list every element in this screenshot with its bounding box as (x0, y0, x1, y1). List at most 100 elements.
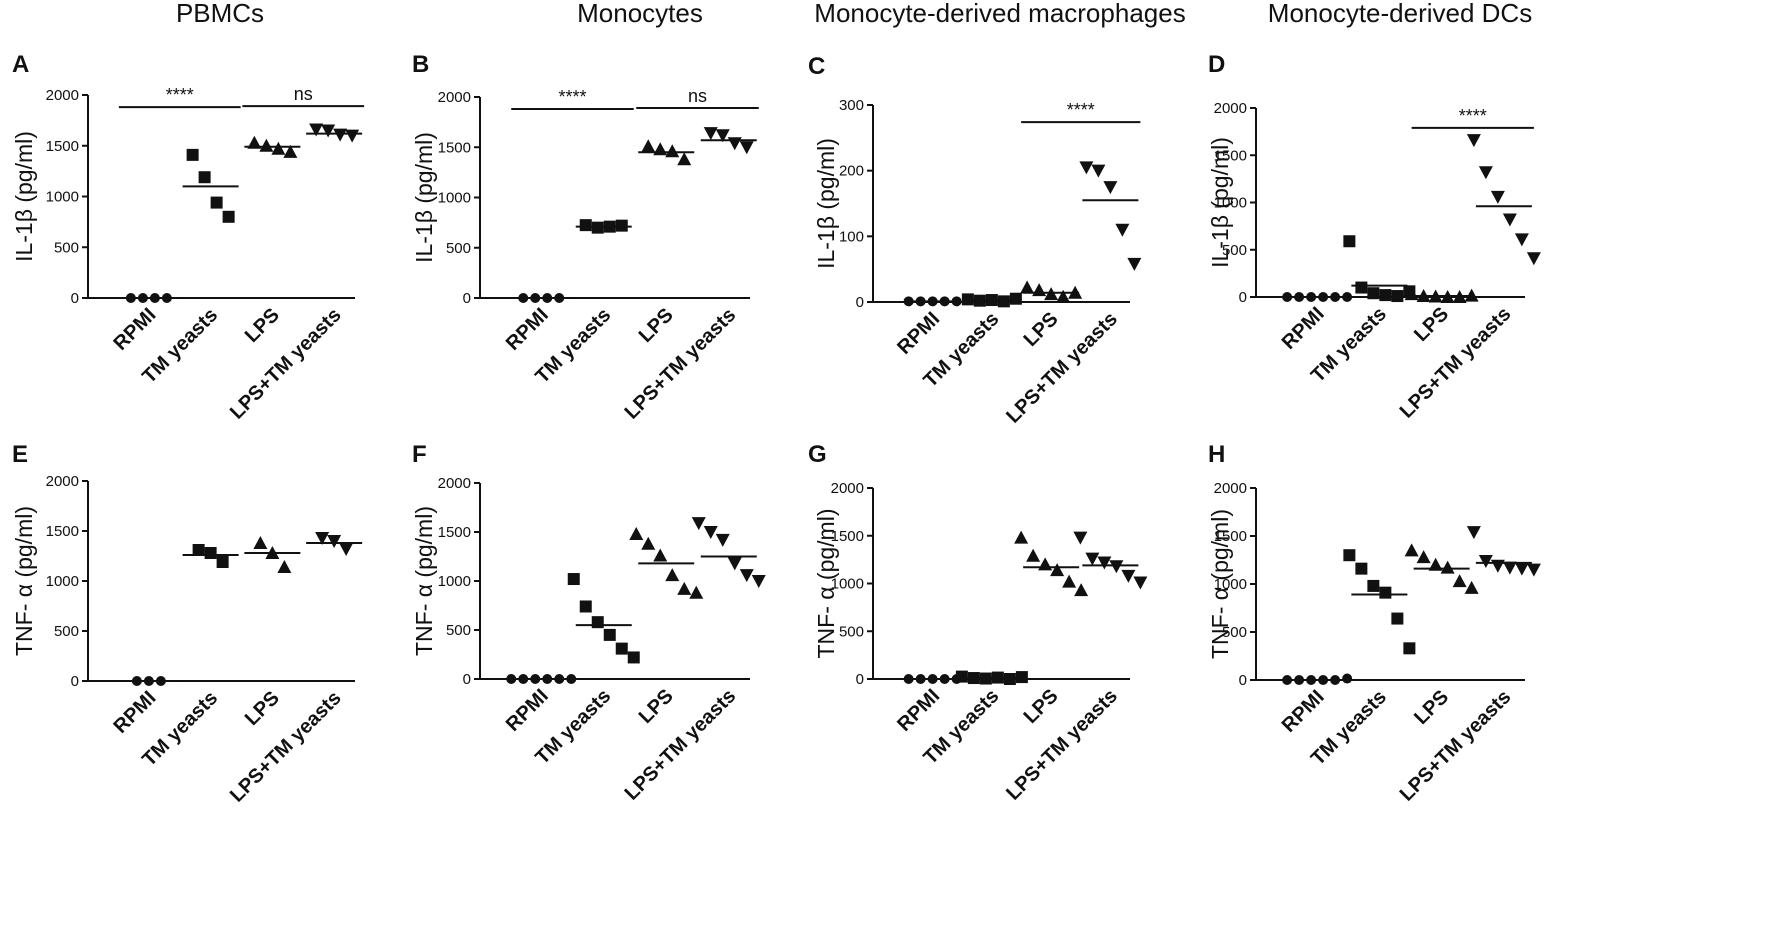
data-point (1452, 574, 1467, 588)
y-tick-label: 1500 (1214, 147, 1247, 164)
category-label: RPMI (109, 304, 160, 355)
panel-letter-b: B (412, 51, 429, 78)
data-point (751, 575, 766, 588)
data-point (1020, 280, 1035, 294)
data-point (1404, 543, 1419, 557)
data-point (1416, 550, 1431, 564)
y-tick-label: 2000 (1214, 480, 1247, 497)
data-point (579, 600, 592, 613)
data-point (1526, 252, 1541, 266)
y-tick-label: 1000 (438, 190, 471, 207)
significance-label: ns (688, 86, 707, 106)
y-tick-label: 1000 (831, 576, 864, 593)
data-point (333, 128, 348, 142)
data-point (1121, 569, 1136, 583)
data-point (1009, 292, 1022, 305)
y-axis-label: IL-1β (pg/ml) (11, 131, 37, 262)
data-point (615, 219, 628, 232)
y-tick-label: 500 (54, 239, 79, 256)
data-point (1103, 181, 1118, 195)
data-point (739, 569, 754, 583)
y-tick-label: 1000 (1214, 195, 1247, 212)
data-point (641, 536, 656, 550)
data-point (677, 581, 692, 595)
data-point (1490, 190, 1505, 204)
category-label: RPMI (1278, 686, 1329, 737)
y-tick-label: 1500 (46, 138, 79, 155)
data-point (1342, 673, 1353, 684)
data-point (567, 573, 580, 586)
data-point (1478, 554, 1493, 568)
category-label: RPMI (893, 685, 944, 736)
y-tick-label: 0 (856, 671, 864, 688)
y-axis-label: IL-1β (pg/ml) (813, 138, 839, 269)
data-point (247, 135, 262, 149)
significance-label: ns (294, 84, 313, 104)
data-point (1085, 552, 1100, 566)
y-tick-label: 2000 (438, 475, 471, 492)
category-label: LPS+TM yeasts (1002, 685, 1122, 805)
data-point (1342, 292, 1353, 302)
data-point (1355, 562, 1368, 575)
data-point (1367, 287, 1380, 300)
data-point (1502, 213, 1517, 227)
data-point (1391, 612, 1404, 625)
significance-label: **** (166, 85, 194, 105)
data-point (1490, 559, 1505, 573)
data-point (204, 547, 217, 559)
panel-letter-a: A (12, 51, 29, 78)
column-title-macrophages: Monocyte-derived macrophages (814, 0, 1185, 28)
category-label: LPS (1410, 686, 1453, 729)
y-tick-label: 1500 (438, 139, 471, 156)
category-label: RPMI (502, 304, 553, 355)
data-point (627, 651, 640, 664)
data-point (689, 585, 704, 599)
data-point (1502, 561, 1517, 575)
y-axis-label: IL-1β (pg/ml) (411, 132, 437, 263)
data-point (1097, 556, 1112, 570)
data-point (1014, 530, 1029, 544)
data-point (591, 616, 604, 629)
panel-letter-c: C (808, 53, 825, 80)
y-tick-label: 1500 (438, 524, 471, 541)
y-tick-label: 0 (463, 290, 471, 307)
data-point (1015, 671, 1028, 684)
category-label: LPS (1410, 303, 1453, 346)
y-tick-label: 500 (1222, 624, 1247, 641)
data-point (629, 526, 644, 540)
y-axis-label: IL-1β (pg/ml) (1207, 137, 1233, 268)
y-tick-label: 500 (1222, 242, 1247, 259)
y-tick-label: 1000 (46, 189, 79, 206)
data-point (321, 124, 336, 138)
data-point (1109, 560, 1124, 574)
category-label: LPS (635, 304, 678, 347)
category-label: RPMI (109, 687, 160, 738)
significance-label: **** (558, 87, 586, 107)
data-point (339, 543, 354, 556)
data-point (1115, 223, 1130, 237)
data-point (1050, 563, 1065, 577)
y-axis-label: TNF- α (pg/ml) (813, 508, 839, 658)
category-label: LPS (241, 304, 284, 347)
y-tick-label: 500 (446, 240, 471, 257)
panel-letter-f: F (412, 441, 427, 468)
data-point (210, 196, 223, 209)
y-tick-label: 500 (839, 623, 864, 640)
column-title-dcs: Monocyte-derived DCs (1268, 0, 1532, 28)
y-tick-label: 1500 (46, 523, 79, 540)
y-tick-label: 300 (839, 97, 864, 114)
category-label: LPS+TM yeasts (1396, 303, 1516, 423)
data-point (691, 517, 706, 531)
y-tick-label: 0 (71, 673, 79, 690)
y-tick-label: 1500 (831, 528, 864, 545)
y-tick-label: 200 (839, 163, 864, 180)
data-point (653, 548, 668, 562)
